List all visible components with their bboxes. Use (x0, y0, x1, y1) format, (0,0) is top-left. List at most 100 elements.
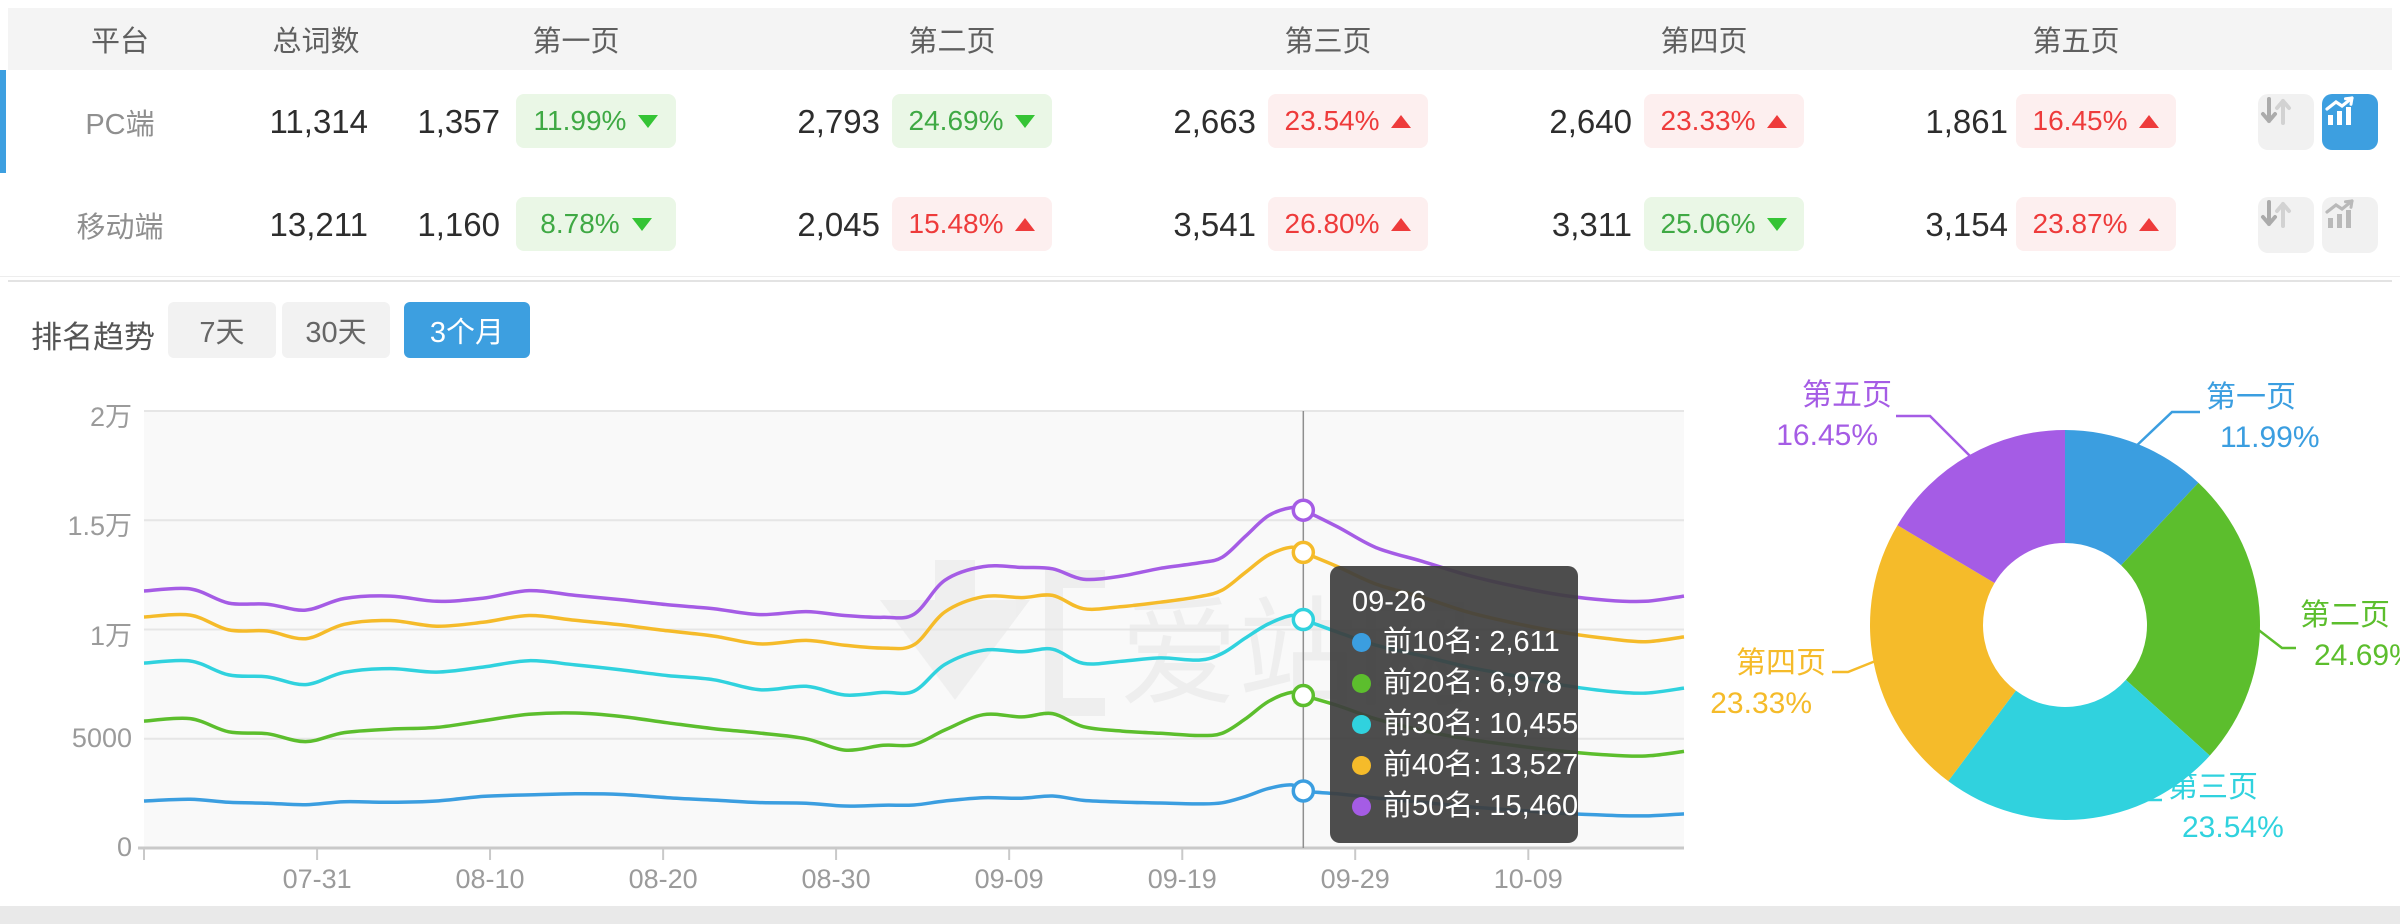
donut-label-第五页: 第五页 16.45% (1776, 379, 1892, 452)
label-leader-line (1896, 414, 1973, 459)
x-axis-label: 09-29 (1320, 864, 1390, 894)
platform-name: 移动端 (76, 211, 164, 244)
label-leader-line (2084, 798, 2162, 814)
col-header-page-3: 第三页 (1284, 26, 1372, 58)
trend-tab-3个月[interactable]: 3个月 (404, 302, 530, 358)
arrow-up-icon (1391, 217, 1412, 231)
page-4-change-badge: 25.06% (1644, 197, 1804, 251)
y-axis-label: 2万 (89, 402, 132, 432)
x-axis-label: 07-31 (282, 864, 352, 894)
show-trend-chart-button[interactable] (2322, 94, 2378, 150)
x-axis-label: 09-19 (1147, 864, 1217, 894)
series-dot-icon (1352, 633, 1371, 652)
table-row-pc[interactable]: PC端 11,314 1,357 11.99% 2,793 24.69% 2,663 23.5… (0, 70, 2400, 174)
sort-icon (2261, 97, 2291, 125)
sort-button[interactable] (2258, 197, 2314, 253)
label-leader-line (2255, 627, 2296, 650)
page-background-strip (0, 906, 2400, 924)
arrow-up-icon (2139, 114, 2160, 128)
arrow-up-icon (2139, 217, 2160, 231)
x-axis-label: 08-10 (455, 864, 525, 894)
total-keywords: 13,211 (269, 205, 368, 243)
page-1-change-badge: 11.99% (516, 94, 676, 148)
tooltip-item: 前10名: 2,611 (1352, 622, 1560, 663)
selected-row-indicator (0, 70, 6, 173)
cursor-marker-前30名 (1291, 607, 1316, 632)
page-4-change-badge: 23.33% (1644, 94, 1804, 148)
page-1-count: 1,160 (417, 205, 500, 243)
table-header: 平台 总词数 第一页 第二页 第三页 第四页 第五页 (8, 8, 2392, 70)
y-axis-label: 1.5万 (67, 511, 132, 542)
page-2-count: 2,793 (797, 102, 880, 140)
page-5-count: 1,861 (1925, 102, 2008, 140)
total-keywords: 11,314 (269, 102, 368, 140)
arrow-up-icon (1015, 217, 1036, 231)
x-axis-label: 08-30 (801, 864, 871, 894)
cursor-marker-前20名 (1291, 683, 1316, 708)
trend-chart-icon (2325, 96, 2354, 125)
y-axis-label: 0 (116, 832, 132, 862)
y-axis-label: 1万 (89, 620, 132, 651)
donut-label-第三页: 第三页 23.54% (2168, 771, 2284, 844)
col-header-total: 总词数 (272, 26, 360, 58)
chart-tooltip: 09-26 前10名: 2,611 前20名: 6,978 前30名: 10,455… (1330, 566, 1578, 843)
table-row-mobile[interactable]: 移动端 13,211 1,160 8.78% 2,045 15.48% 3,541 26.80… (0, 173, 2400, 277)
col-header-page-1: 第一页 (532, 26, 620, 58)
x-axis-label: 10-09 (1493, 864, 1563, 894)
tooltip-item: 前40名: 13,527 (1352, 745, 1578, 786)
arrow-down-icon (1767, 217, 1788, 231)
page-4-count: 2,640 (1549, 102, 1632, 140)
col-header-page-2: 第二页 (908, 26, 996, 58)
show-trend-chart-button[interactable] (2322, 197, 2378, 253)
col-header-platform: 平台 (90, 26, 149, 58)
arrow-up-icon (1391, 114, 1412, 128)
tooltip-item: 前50名: 15,460 (1352, 786, 1578, 827)
tooltip-item: 前30名: 10,455 (1352, 704, 1578, 745)
label-leader-line (1832, 658, 1879, 674)
line-series-前50名 (143, 505, 1685, 620)
arrow-down-icon (638, 114, 659, 128)
label-leader-line (2131, 410, 2200, 451)
col-header-page-4: 第四页 (1660, 26, 1748, 58)
sort-icon (2261, 200, 2291, 228)
donut-slice-第三页[interactable] (1948, 679, 2210, 821)
section-divider (8, 280, 2392, 282)
arrow-down-icon (631, 217, 652, 231)
cursor-marker-前10名 (1291, 779, 1316, 803)
arrow-up-icon (1767, 114, 1788, 128)
trend-chart-icon (2325, 199, 2354, 228)
tooltip-item: 前20名: 6,978 (1352, 663, 1562, 704)
donut-slice-第五页[interactable] (1897, 430, 2065, 584)
page-3-change-badge: 23.54% (1268, 94, 1428, 148)
page-1-count: 1,357 (417, 102, 500, 140)
trend-section-title: 排名趋势 (31, 320, 155, 355)
x-axis-label: 08-20 (628, 864, 698, 894)
page-5-count: 3,154 (1925, 205, 2008, 243)
page-3-count: 2,663 (1173, 102, 1256, 140)
tooltip-date: 09-26 (1352, 586, 1427, 618)
trend-tab-7天[interactable]: 7天 (168, 302, 276, 358)
donut-slice-第二页[interactable] (2121, 482, 2261, 756)
page-3-change-badge: 26.80% (1268, 197, 1428, 251)
trend-tab-30天[interactable]: 30天 (282, 302, 390, 358)
donut-label-第一页: 第一页 11.99% (2206, 381, 2320, 454)
page-2-change-badge: 24.69% (892, 94, 1052, 148)
page-2-count: 2,045 (797, 205, 880, 243)
donut-label-第四页: 第四页 23.33% (1710, 647, 1826, 720)
col-header-page-5: 第五页 (2032, 26, 2120, 58)
series-dot-icon (1352, 715, 1371, 734)
donut-slice-第四页[interactable] (1870, 525, 2016, 782)
page-4-count: 3,311 (1551, 205, 1632, 243)
cursor-marker-前40名 (1291, 540, 1316, 565)
page-3-count: 3,541 (1173, 205, 1256, 243)
donut-slice-第一页[interactable] (2065, 430, 2199, 566)
page-5-change-badge: 23.87% (2016, 197, 2176, 251)
x-axis-label: 09-09 (974, 864, 1044, 894)
sort-button[interactable] (2258, 94, 2314, 150)
page-5-change-badge: 16.45% (2016, 94, 2176, 148)
series-dot-icon (1352, 756, 1371, 775)
page-2-change-badge: 15.48% (892, 197, 1052, 251)
